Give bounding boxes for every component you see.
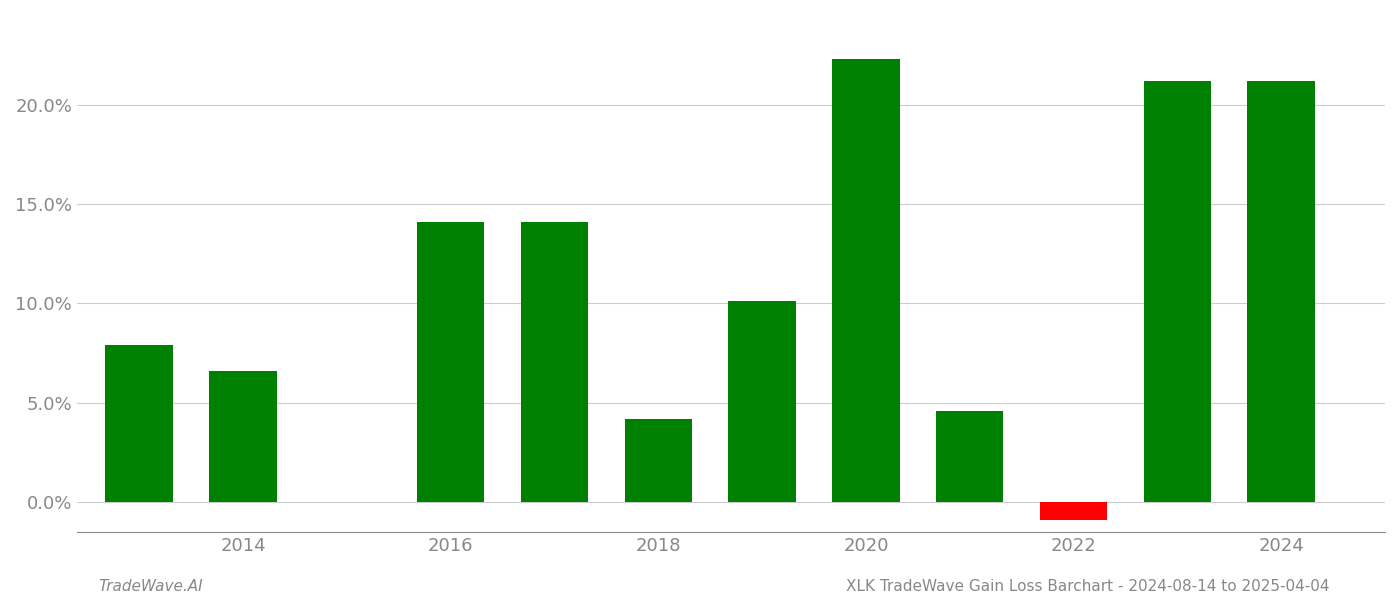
- Bar: [1247, 80, 1315, 502]
- Bar: [1144, 80, 1211, 502]
- Text: TradeWave.AI: TradeWave.AI: [98, 579, 203, 594]
- Bar: [937, 411, 1004, 502]
- Text: XLK TradeWave Gain Loss Barchart - 2024-08-14 to 2025-04-04: XLK TradeWave Gain Loss Barchart - 2024-…: [847, 579, 1330, 594]
- Bar: [832, 59, 900, 502]
- Bar: [209, 371, 277, 502]
- Bar: [728, 301, 795, 502]
- Bar: [624, 419, 692, 502]
- Bar: [1040, 502, 1107, 520]
- Bar: [105, 345, 172, 502]
- Bar: [521, 222, 588, 502]
- Bar: [417, 222, 484, 502]
